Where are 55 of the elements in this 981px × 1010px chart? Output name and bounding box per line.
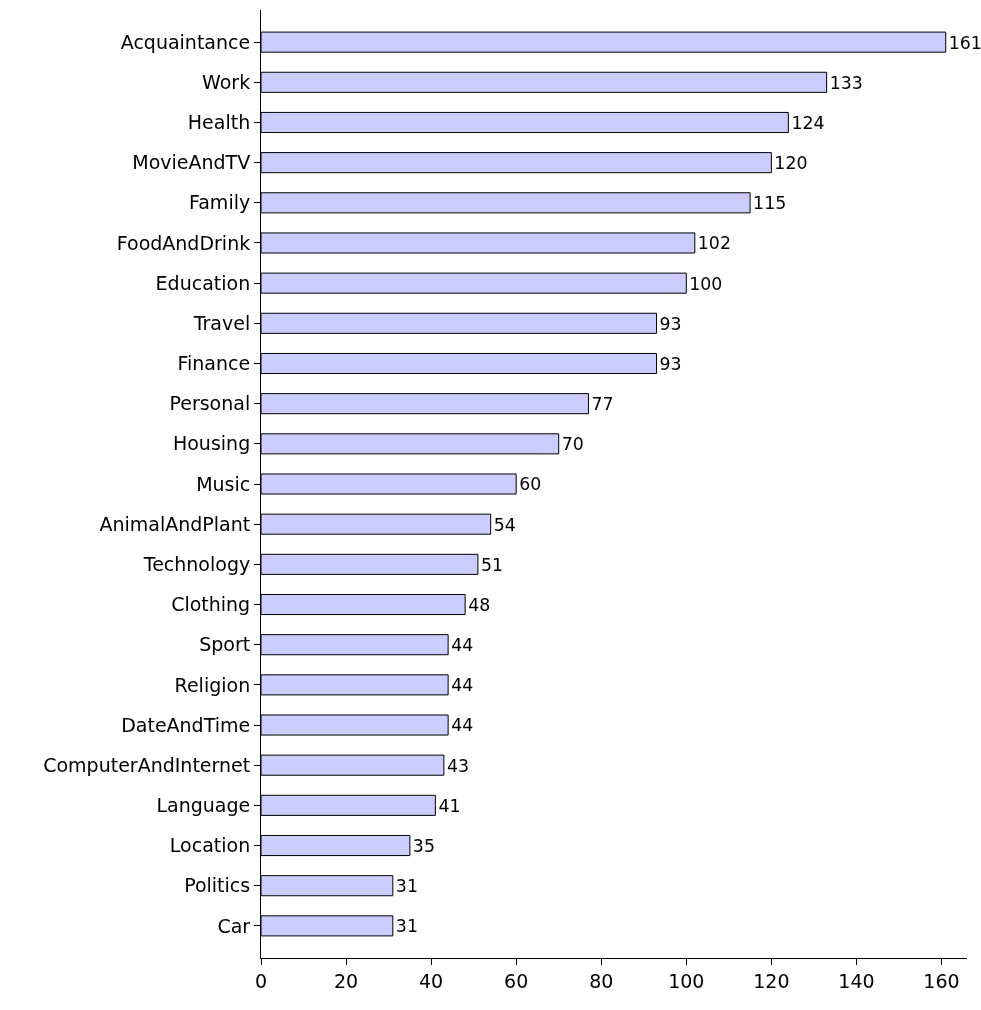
y-tick-label: Music <box>196 472 251 495</box>
data-label: 31 <box>395 916 418 937</box>
y-tick-label: Language <box>156 794 251 817</box>
data-label: 54 <box>493 514 516 535</box>
data-label: 43 <box>446 755 469 776</box>
data-label: 35 <box>412 835 435 856</box>
data-label: 102 <box>697 233 731 254</box>
data-label: 161 <box>948 32 981 53</box>
data-label: 100 <box>689 273 723 294</box>
data-label: 93 <box>659 353 682 374</box>
y-tick-label: Sport <box>199 633 251 656</box>
x-tick-label: 120 <box>753 969 790 992</box>
y-tick-label: Family <box>189 191 251 214</box>
y-tick-label: Travel <box>192 311 251 334</box>
x-tick-label: 40 <box>419 969 444 992</box>
x-tick-label: 100 <box>668 969 705 992</box>
x-tick-label: 0 <box>254 969 268 992</box>
y-tick-label: Personal <box>169 392 251 415</box>
data-label: 124 <box>791 112 825 133</box>
data-label: 44 <box>451 635 474 656</box>
y-tick-label: Work <box>202 70 251 93</box>
y-tick-label: Housing <box>172 432 251 455</box>
y-tick-label: Technology <box>142 552 251 575</box>
x-tick-label: 140 <box>838 969 875 992</box>
x-tick-label: 160 <box>923 969 960 992</box>
y-tick-label: Location <box>169 834 251 857</box>
y-tick-label: Car <box>217 914 251 937</box>
y-tick-label: Finance <box>177 352 251 375</box>
data-label: 60 <box>519 474 542 495</box>
data-label: 41 <box>438 795 461 816</box>
y-tick-label: Education <box>155 271 251 294</box>
y-tick-label: DateAndTime <box>121 713 251 736</box>
y-tick-label: Clothing <box>171 593 251 616</box>
y-tick-label: AnimalAndPlant <box>99 512 251 535</box>
data-label: 31 <box>395 876 418 897</box>
y-tick-label: FoodAndDrink <box>116 231 251 254</box>
y-tick-label: Health <box>187 111 251 134</box>
y-tick-label: MovieAndTV <box>132 151 251 174</box>
data-label: 120 <box>774 153 808 174</box>
x-tick-label: 80 <box>589 969 614 992</box>
data-label: 115 <box>753 193 787 214</box>
data-label: 133 <box>829 72 863 93</box>
y-tick-label: Acquaintance <box>120 30 251 53</box>
y-tick-label: Religion <box>174 673 251 696</box>
data-label: 70 <box>561 434 584 455</box>
data-label: 51 <box>480 554 503 575</box>
data-label: 48 <box>468 594 491 615</box>
data-label: 93 <box>659 313 682 334</box>
y-tick-label: ComputerAndInternet <box>43 753 251 776</box>
y-tick-label: Politics <box>184 874 251 897</box>
x-tick-label: 60 <box>504 969 529 992</box>
data-label: 44 <box>451 675 474 696</box>
x-tick-label: 20 <box>333 969 359 992</box>
data-label: 44 <box>451 715 474 736</box>
data-label: 77 <box>591 394 614 415</box>
